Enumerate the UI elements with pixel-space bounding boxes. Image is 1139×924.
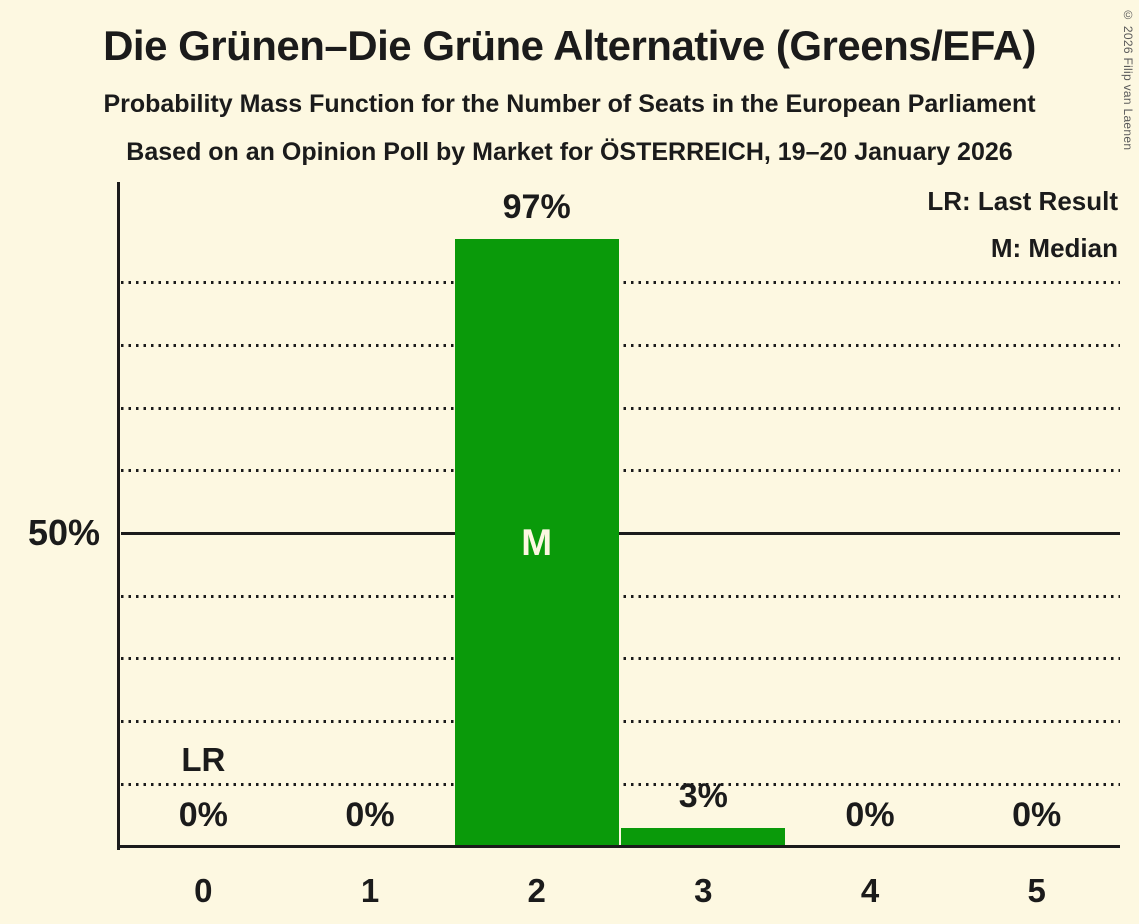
bar-value-label-1: 0% [345, 796, 395, 834]
bar-seats-3 [621, 828, 786, 847]
bar-value-label-4: 0% [845, 796, 895, 834]
x-tick-label-3: 3 [694, 872, 713, 909]
y-axis-tick-label: 50% [27, 512, 100, 553]
bar-value-label-0: 0% [178, 796, 228, 834]
minor-gridline-10 [121, 782, 1120, 786]
plot-area: 0% 0 LR 0% 1 97% 2 M 3% 3 0% 4 0% 5 [120, 182, 1120, 909]
median-marker-label: M [521, 522, 553, 563]
legend-median: M: Median [990, 233, 1118, 263]
chart-subtitle: Probability Mass Function for the Number… [103, 90, 1036, 118]
minor-gridline-80 [121, 344, 1120, 348]
x-axis-line [117, 845, 1120, 848]
minor-gridline-90 [121, 281, 1120, 285]
minor-gridline-30 [121, 657, 1120, 661]
minor-gridline-40 [121, 594, 1120, 598]
bar-seats-2 [454, 239, 619, 847]
y-axis-line [117, 182, 120, 850]
x-tick-label-0: 0 [194, 872, 213, 909]
major-gridline-50 [121, 532, 1120, 536]
bar-value-label-5: 0% [1012, 796, 1062, 834]
x-tick-label-4: 4 [860, 872, 880, 909]
chart-poll-info: Based on an Opinion Poll by Market for Ö… [126, 138, 1013, 166]
chart-title: Die Grünen–Die Grüne Alternative (Greens… [103, 22, 1036, 69]
x-tick-label-2: 2 [527, 872, 546, 909]
x-tick-label-1: 1 [360, 872, 380, 909]
copyright-notice: © 2026 Filip van Laenen [1121, 8, 1135, 151]
legend-last-result: LR: Last Result [927, 186, 1118, 216]
bar-value-label-3: 3% [678, 777, 728, 816]
minor-gridline-70 [121, 406, 1120, 410]
minor-gridline-60 [121, 469, 1120, 473]
minor-gridline-20 [121, 720, 1120, 724]
bar-value-label-2: 97% [502, 188, 571, 226]
last-result-marker-label: LR [181, 741, 226, 778]
x-tick-label-5: 5 [1027, 872, 1046, 909]
